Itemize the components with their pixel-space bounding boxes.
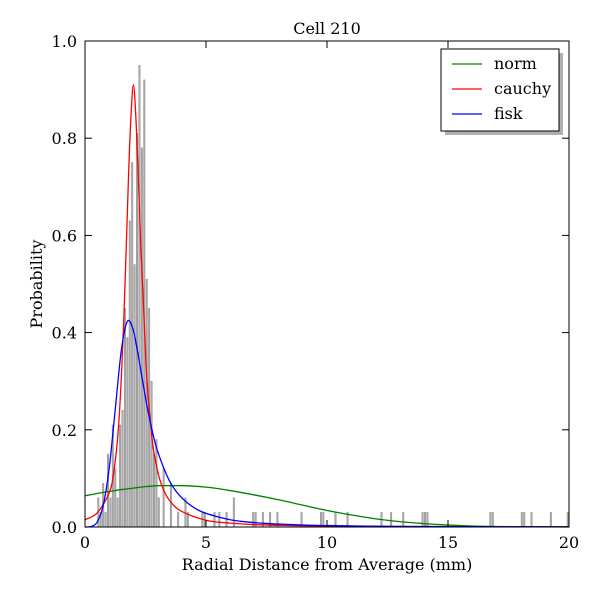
histogram-bar [402,512,405,528]
y-axis-label: Probability [27,240,46,329]
legend-label-norm: norm [494,54,537,73]
histogram-bar [109,497,112,528]
histogram-bar [169,483,172,528]
y-axis: 0.0 0.2 0.4 0.6 0.8 1.0 [52,32,569,537]
histogram-bar [155,439,158,528]
histogram-bar [136,133,138,528]
x-axis: 0 5 10 15 20 [80,41,579,552]
histogram-bar [131,162,134,528]
histogram-bar [390,512,393,528]
histogram-bar [523,512,526,528]
histogram-bar [116,497,119,528]
y-tick-label: 0.8 [52,129,77,148]
histogram-bar [114,468,117,528]
x-tick-label: 10 [317,533,337,552]
y-tick-label: 1.0 [52,32,77,51]
histogram-bar [162,468,165,528]
histogram-bar [138,65,141,528]
histogram-bar [530,512,533,528]
series-line-cauchy [84,84,570,528]
histogram-bar [150,380,153,528]
y-tick-label: 0.0 [52,518,77,537]
histogram-bar [121,410,124,528]
x-tick-label: 15 [438,533,458,552]
x-tick-label: 5 [201,533,211,552]
fit-curves [84,84,570,528]
histogram-bar [489,512,492,528]
histogram-bar [126,337,129,528]
histogram-bar [218,512,221,528]
histogram-bar [520,512,523,528]
histogram-bar [153,453,155,528]
histogram-bar [334,512,337,528]
x-axis-label: Radial Distance from Average (mm) [182,555,473,574]
histogram-bar [322,512,325,528]
legend-label-cauchy: cauchy [494,79,551,98]
histogram-bar [157,497,160,528]
histogram-bar [566,512,569,528]
histogram-bar [491,512,494,528]
histogram-bar [140,147,143,528]
legend: norm cauchy fisk [440,48,563,135]
histogram-bar [119,424,122,528]
legend-box [440,48,560,132]
x-tick-label: 20 [559,533,579,552]
legend-label-fisk: fisk [494,104,523,123]
histogram-bar [128,220,131,528]
y-tick-label: 0.4 [52,324,77,343]
histogram-bar [426,512,429,528]
histogram-bar [232,497,235,528]
histogram-bar [104,512,107,528]
series-line-norm [84,484,570,528]
histogram-bar [123,308,126,528]
histogram-bar [549,512,552,528]
histogram-bar [177,512,180,528]
histogram-bar [107,453,109,528]
x-tick-label: 0 [80,533,90,552]
chart-title: Cell 210 [293,19,361,38]
histogram-bar [424,512,426,528]
y-tick-label: 0.2 [52,421,77,440]
histogram-bar [421,512,424,528]
series-line-fisk [84,319,570,528]
histogram-bar [213,512,216,528]
y-tick-label: 0.6 [52,226,77,245]
